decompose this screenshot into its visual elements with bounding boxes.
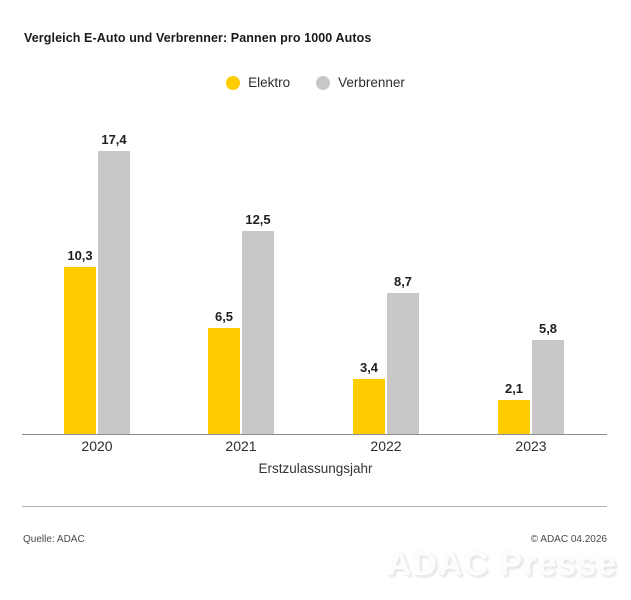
bar-verbrenner-2022: 8,7 (387, 274, 419, 434)
category-label-2020: 2020 (81, 438, 113, 454)
category-label-2023: 2023 (515, 438, 547, 454)
bar-value-label: 17,4 (101, 132, 127, 147)
legend-item-elektro: Elektro (226, 75, 290, 90)
bar-value-label: 6,5 (214, 309, 234, 324)
legend-item-verbrenner: Verbrenner (316, 75, 405, 90)
bar-value-label: 5,8 (538, 321, 558, 336)
x-axis-title: Erstzulassungsjahr (258, 461, 373, 476)
copyright-text: © ADAC 04.2026 (530, 534, 607, 545)
adac-presse-watermark: ADAC Presse (386, 545, 617, 583)
bar-elektro-2020: 10,3 (64, 248, 96, 434)
footer-divider-line (22, 506, 607, 507)
bar-verbrenner-2023: 5,8 (532, 321, 564, 434)
legend-dot-icon (316, 75, 331, 90)
x-axis-line (22, 434, 607, 435)
bar-verbrenner-2021: 12,5 (242, 212, 274, 434)
chart-title: Vergleich E-Auto und Verbrenner: Pannen … (24, 31, 372, 45)
legend-label: Verbrenner (338, 75, 405, 90)
legend-dot-icon (226, 75, 241, 90)
bar-value-label: 8,7 (393, 274, 413, 289)
bar-chart-plot-area: 10,3 17,4 6,5 12,5 3,4 8,7 2,1 5,8 (64, 132, 564, 434)
legend: Elektro Verbrenner (0, 75, 631, 90)
bar-value-label: 2,1 (504, 381, 524, 396)
category-label-2022: 2022 (370, 438, 402, 454)
bar-value-label: 10,3 (67, 248, 93, 263)
legend-label: Elektro (248, 75, 291, 90)
bar-value-label: 3,4 (359, 360, 379, 375)
bar-verbrenner-2020: 17,4 (98, 132, 130, 434)
bar-elektro-2021: 6,5 (208, 309, 240, 434)
source-text: Quelle: ADAC (23, 534, 85, 545)
bar-elektro-2023: 2,1 (498, 381, 530, 434)
bar-elektro-2022: 3,4 (353, 360, 385, 434)
category-label-2021: 2021 (225, 438, 257, 454)
bar-value-label: 12,5 (245, 212, 271, 227)
